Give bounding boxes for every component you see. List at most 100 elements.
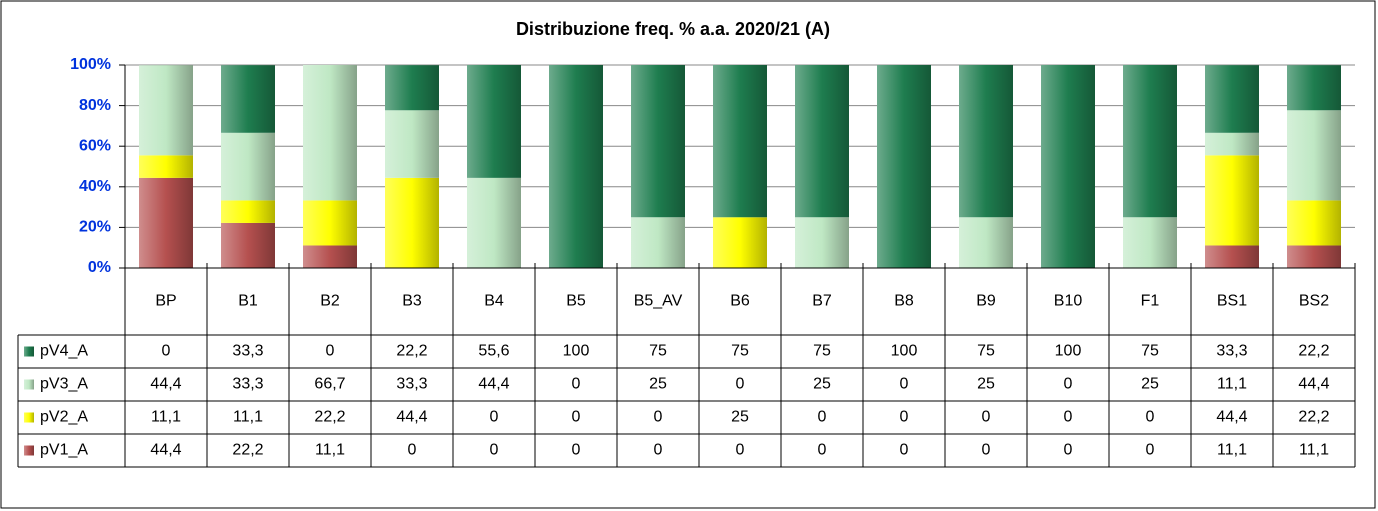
y-tick-label: 100%	[70, 56, 111, 73]
legend-label: pV3_A	[40, 376, 88, 393]
data-label: 11,1	[315, 442, 345, 459]
bar-segment	[1123, 217, 1177, 268]
data-label: 0	[1146, 442, 1155, 459]
data-label: 25	[1141, 376, 1159, 393]
legend-label: pV1_A	[40, 442, 88, 459]
bar-segment	[303, 200, 357, 246]
bar-segment	[385, 110, 439, 178]
data-label: 44,4	[478, 376, 509, 393]
bar-segment	[221, 222, 275, 268]
bar-segment	[1287, 245, 1341, 268]
x-tick-label: B3	[402, 293, 422, 310]
y-tick-label: 60%	[79, 137, 111, 154]
data-label: 75	[813, 343, 831, 360]
bar-segment	[877, 65, 931, 268]
bar-segment	[631, 217, 685, 268]
bar-segment	[1205, 245, 1259, 268]
data-label: 11,1	[151, 409, 181, 426]
data-label: 0	[818, 442, 827, 459]
data-label: 0	[162, 343, 171, 360]
bar-segment	[303, 65, 357, 201]
data-label: 11,1	[233, 409, 263, 426]
x-tick-label: B1	[238, 293, 258, 310]
legend-key	[24, 346, 34, 357]
data-label: 33,3	[232, 343, 263, 360]
data-label: 0	[326, 343, 335, 360]
data-label: 0	[900, 409, 909, 426]
x-tick-label: BS1	[1217, 293, 1247, 310]
x-tick-label: B8	[894, 293, 914, 310]
bar-segment	[713, 65, 767, 218]
bar-segment	[1041, 65, 1095, 268]
bar-segment	[1205, 65, 1259, 133]
data-label: 22,2	[232, 442, 263, 459]
data-label: 100	[563, 343, 590, 360]
data-label: 75	[1141, 343, 1159, 360]
bar-segment	[221, 132, 275, 201]
x-tick-label: B6	[730, 293, 750, 310]
data-label: 66,7	[314, 376, 345, 393]
data-label: 33,3	[396, 376, 427, 393]
bar-segment	[385, 65, 439, 111]
bar-segment	[1287, 200, 1341, 246]
x-tick-label: B5	[566, 293, 586, 310]
legend-key	[24, 379, 34, 390]
data-label: 55,6	[478, 343, 509, 360]
legend-label: pV2_A	[40, 409, 88, 426]
bar-segment	[221, 65, 275, 133]
data-label: 0	[572, 376, 581, 393]
bar-segment	[467, 65, 521, 178]
y-tick-label: 40%	[79, 178, 111, 195]
bar-segment	[139, 65, 193, 156]
bar-segment	[467, 177, 521, 268]
data-label: 0	[818, 409, 827, 426]
data-label: 0	[490, 442, 499, 459]
data-label: 0	[1146, 409, 1155, 426]
data-label: 0	[490, 409, 499, 426]
data-label: 0	[408, 442, 417, 459]
data-label: 0	[572, 442, 581, 459]
bar-segment	[1123, 65, 1177, 218]
bar-segment	[303, 245, 357, 268]
data-label: 0	[736, 442, 745, 459]
legend-key	[24, 445, 34, 456]
x-tick-label: B2	[320, 293, 340, 310]
data-label: 22,2	[1298, 343, 1329, 360]
x-tick-label: F1	[1141, 293, 1160, 310]
x-tick-label: B7	[812, 293, 832, 310]
data-label: 11,1	[1299, 442, 1329, 459]
data-label: 0	[654, 409, 663, 426]
data-label: 25	[977, 376, 995, 393]
data-label: 0	[900, 376, 909, 393]
data-label: 11,1	[1217, 376, 1247, 393]
x-tick-label: B10	[1054, 293, 1083, 310]
x-tick-label: BP	[155, 293, 176, 310]
bar-segment	[139, 155, 193, 178]
bar-segment	[959, 65, 1013, 218]
data-label: 100	[891, 343, 918, 360]
data-label: 44,4	[396, 409, 427, 426]
bar-segment	[1287, 65, 1341, 111]
legend-key	[24, 412, 34, 423]
bar-segment	[1205, 132, 1259, 156]
bar-segment	[795, 217, 849, 268]
data-label: 11,1	[1217, 442, 1247, 459]
data-label: 75	[731, 343, 749, 360]
legend-label: pV4_A	[40, 343, 88, 360]
data-label: 44,4	[150, 442, 181, 459]
data-label: 25	[813, 376, 831, 393]
data-label: 100	[1055, 343, 1082, 360]
data-label: 0	[572, 409, 581, 426]
data-label: 75	[977, 343, 995, 360]
bar-segment	[1205, 155, 1259, 246]
data-label: 0	[982, 409, 991, 426]
data-label: 0	[982, 442, 991, 459]
bar-segment	[795, 65, 849, 218]
data-label: 44,4	[1216, 409, 1247, 426]
x-tick-label: B5_AV	[634, 293, 683, 310]
bar-segment	[1287, 110, 1341, 201]
data-label: 0	[736, 376, 745, 393]
data-label: 75	[649, 343, 667, 360]
x-tick-label: B9	[976, 293, 996, 310]
